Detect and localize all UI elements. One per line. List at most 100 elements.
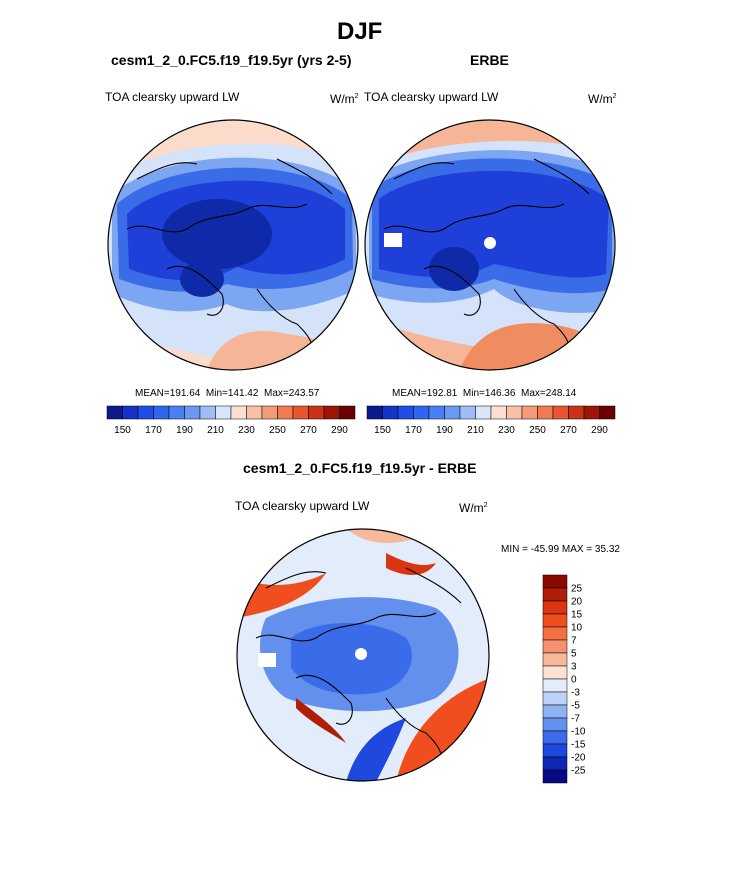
left-min-value: 141.42 xyxy=(227,388,259,399)
right-units-base: W/m xyxy=(588,92,613,106)
right-colorbar-tick-label: 250 xyxy=(529,425,546,436)
diff-colorbar-box xyxy=(542,613,568,628)
left-colorbar-box xyxy=(308,405,325,420)
left-colorbar-box xyxy=(215,405,232,420)
right-map-core-dark xyxy=(429,247,479,291)
diff-panel-title: cesm1_2_0.FC5.f19_f19.5yr - ERBE xyxy=(243,460,477,476)
left-colorbar-tick-label: 210 xyxy=(207,425,224,436)
right-mean-value: 192.81 xyxy=(426,388,458,399)
left-map-coastline xyxy=(126,158,333,365)
right-panel-title: ERBE xyxy=(470,52,509,68)
right-colorbar-box xyxy=(459,405,476,420)
diff-colorbar-box xyxy=(542,717,568,732)
diff-colorbar-tick-label: -20 xyxy=(571,753,586,764)
diff-colorbar-tick-label: 25 xyxy=(571,584,583,595)
left-max-label: Max= xyxy=(264,388,289,399)
left-colorbar-tick-label: 190 xyxy=(176,425,193,436)
right-max-value: 248.14 xyxy=(545,388,577,399)
figure-title: DJF xyxy=(337,18,383,45)
right-map-coastline xyxy=(383,158,590,365)
right-colorbar-box xyxy=(475,405,492,420)
diff-map-missing-patch xyxy=(258,653,276,667)
diff-colorbar-box xyxy=(542,665,568,680)
right-colorbar-tick-label: 230 xyxy=(498,425,515,436)
left-colorbar-box xyxy=(230,405,247,420)
left-colorbar-box xyxy=(323,405,340,420)
diff-colorbar-box xyxy=(542,600,568,615)
diff-colorbar-tick-label: 5 xyxy=(571,649,577,660)
right-colorbar-box xyxy=(521,405,538,420)
diff-colorbar-box xyxy=(542,639,568,654)
left-colorbar-tick-label: 270 xyxy=(300,425,317,436)
right-map-band-deep xyxy=(379,170,609,278)
diff-map-blue-south xyxy=(346,718,406,781)
right-colorbar: 150 170 190 210 230 250 270 290 xyxy=(366,405,616,436)
left-panel-title: cesm1_2_0.FC5.f19_f19.5yr (yrs 2-5) xyxy=(111,52,352,68)
left-colorbar-box xyxy=(106,405,123,420)
left-mean-label: MEAN= xyxy=(135,388,170,399)
right-colorbar-box xyxy=(444,405,461,420)
left-map-core-dark xyxy=(162,199,272,269)
diff-colorbar-tick-label: -5 xyxy=(571,701,580,712)
right-colorbar-box xyxy=(490,405,507,420)
right-panel-stats: MEAN=192.81 Min=146.36 Max=248.14 xyxy=(392,388,576,399)
right-colorbar-tick-label: 210 xyxy=(467,425,484,436)
right-colorbar-box xyxy=(428,405,445,420)
right-max-label: Max= xyxy=(521,388,546,399)
right-polar-map xyxy=(364,119,616,371)
left-min-label: Min= xyxy=(205,388,228,399)
diff-map-pole-hole xyxy=(355,648,367,660)
diff-panel-minmax: MIN = -45.99 MAX = 35.32 xyxy=(501,544,620,555)
right-colorbar-box xyxy=(382,405,399,420)
diff-colorbar-box xyxy=(542,769,568,784)
right-colorbar-box xyxy=(397,405,414,420)
left-colorbar-tick-label: 250 xyxy=(269,425,286,436)
diff-colorbar-tick-label: 15 xyxy=(571,610,583,621)
right-colorbar-box xyxy=(506,405,523,420)
diff-colorbar-box xyxy=(542,652,568,667)
right-colorbar-tick-label: 150 xyxy=(374,425,391,436)
right-colorbar-tick-label: 270 xyxy=(560,425,577,436)
left-colorbar-box xyxy=(277,405,294,420)
diff-colorbar-tick-label: -3 xyxy=(571,688,580,699)
left-polar-map xyxy=(107,119,359,371)
left-panel-stats: MEAN=191.64 Min=141.42 Max=243.57 xyxy=(135,388,319,399)
left-panel-units: W/m2 xyxy=(330,92,359,106)
diff-colorbar-box xyxy=(542,691,568,706)
left-max-value: 243.57 xyxy=(288,388,320,399)
left-colorbar-tick-label: 150 xyxy=(114,425,131,436)
diff-map-red-streak xyxy=(296,698,346,743)
diff-colorbar-box xyxy=(542,743,568,758)
diff-map-blue-core xyxy=(291,623,412,695)
right-map-pole-hole xyxy=(484,237,496,249)
right-map-border xyxy=(364,119,616,371)
right-colorbar-box xyxy=(568,405,585,420)
right-mean-label: MEAN= xyxy=(392,388,427,399)
right-panel-variable: TOA clearsky upward LW xyxy=(364,90,499,104)
left-colorbar-tick-label: 170 xyxy=(145,425,162,436)
diff-colorbar-tick-label: -7 xyxy=(571,714,580,725)
left-colorbar-box xyxy=(261,405,278,420)
diff-colorbar-box xyxy=(542,678,568,693)
left-colorbar-box xyxy=(246,405,263,420)
diff-map-border xyxy=(236,528,490,782)
right-map-missing-patch xyxy=(384,233,402,247)
left-units-exp: 2 xyxy=(354,93,359,100)
diff-colorbar-box xyxy=(542,626,568,641)
right-colorbar-box xyxy=(552,405,569,420)
diff-panel-variable: TOA clearsky upward LW xyxy=(235,499,370,513)
right-colorbar-tick-label: 290 xyxy=(591,425,608,436)
diff-colorbar-tick-label: 0 xyxy=(571,675,577,686)
left-map-border xyxy=(107,119,359,371)
right-colorbar-tick-label: 170 xyxy=(405,425,422,436)
left-colorbar-box xyxy=(339,405,356,420)
left-panel-variable: TOA clearsky upward LW xyxy=(105,90,240,104)
right-colorbar-tick-label: 190 xyxy=(436,425,453,436)
left-colorbar-box xyxy=(292,405,309,420)
right-min-label: Min= xyxy=(462,388,485,399)
left-mean-value: 191.64 xyxy=(169,388,201,399)
diff-colorbar-tick-label: -25 xyxy=(571,766,586,777)
diff-colorbar-box xyxy=(542,587,568,602)
left-map-greenland-dark xyxy=(180,261,224,297)
left-units-base: W/m xyxy=(330,92,355,106)
